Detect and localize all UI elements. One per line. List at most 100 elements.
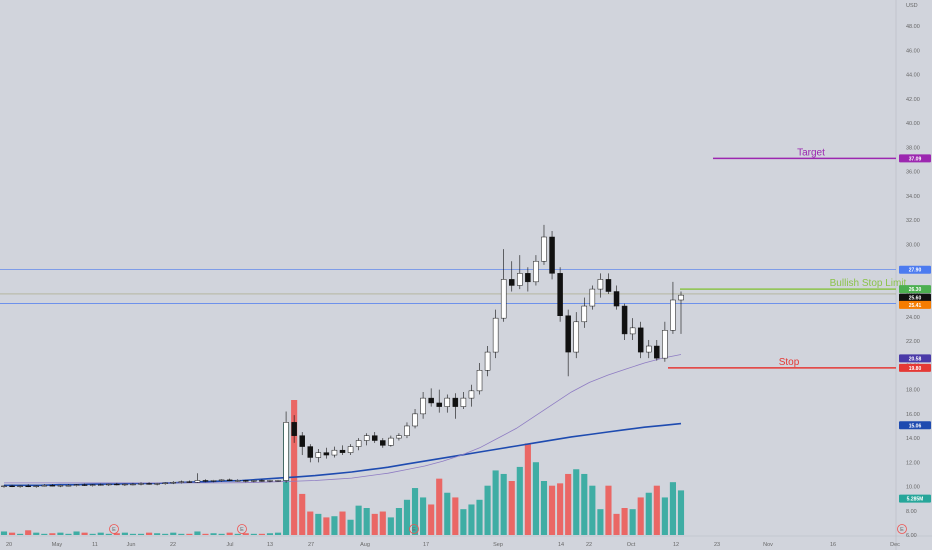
volume-bar [669,482,677,535]
volume-bar [33,532,40,535]
volume-bar [460,509,467,535]
candle-body [170,482,176,484]
candle-body [186,481,193,483]
candle-body [557,273,563,316]
candle-body [484,351,491,371]
volume-bar [540,481,548,535]
candle-body [73,484,80,486]
time-tick-label: 14 [558,542,564,548]
price-tick-label: 38.00 [906,145,920,151]
annotation-label[interactable]: Target [797,147,825,158]
candle-body [549,236,555,274]
time-tick-label: 13 [267,542,273,548]
volume-bar [661,497,668,535]
price-tag-label: 27.90 [909,268,922,274]
price-tag [899,300,931,309]
candle-body [307,446,314,458]
candle-body [525,273,531,283]
volume-bar [242,533,249,535]
candle-body [218,479,225,481]
candle-body [355,440,362,447]
candle-body [396,435,402,439]
candle-body [428,397,434,404]
candle-body [460,397,467,407]
candle-body [315,452,322,458]
volume-bar [516,466,523,535]
candle-body [243,480,249,482]
candle-body [565,315,571,353]
volume-bar [57,532,64,535]
volume-bar [557,483,564,535]
volume-bar [428,504,435,535]
volume-bar [484,485,491,535]
price-tick-label: 14.00 [906,436,920,442]
time-tick-label: Dec [890,542,900,548]
price-tick-label: 24.00 [906,315,920,321]
volume-bar [613,513,620,535]
earnings-marker-label: E [112,527,116,533]
time-tick-label: 22 [586,542,592,548]
time-tick-label: 23 [714,542,720,548]
volume-bar [258,533,265,535]
volume-bar [299,493,306,535]
volume-bar [307,511,314,535]
volume-bar [565,473,572,535]
candle-body [589,288,596,307]
volume-bar [629,509,636,535]
candle-body [162,482,168,484]
price-tag [899,421,931,430]
price-tick-label: 18.00 [906,388,920,394]
volume-bar [154,533,161,535]
candle-body [178,481,185,483]
time-tick-label: Aug [360,542,370,548]
candle-body [234,480,241,482]
volume-bar [589,485,596,535]
candle-body [275,480,281,482]
volume-bar [218,533,225,535]
time-tick-label: 20 [6,542,12,548]
volume-bar [250,533,257,535]
annotation-label[interactable]: Bullish Stop Limit [830,278,907,289]
price-tag-label: 15.06 [909,423,922,429]
volume-bar [524,443,531,535]
price-tick-label: 16.00 [906,412,920,418]
price-tag [899,265,931,274]
candle-body [444,397,451,407]
volume-bar [532,462,539,535]
candle-body [202,480,209,482]
moving-average-fast [4,354,682,484]
annotation-label[interactable]: Stop [779,357,800,368]
candle-body [581,305,588,323]
candle-body [517,273,523,286]
candle-body [299,435,305,447]
volume-bar [323,517,330,535]
earnings-marker-label: E [412,527,416,533]
volume-bar [73,531,80,535]
volume-bar [0,531,8,535]
price-tick-label: 46.00 [906,48,920,54]
time-tick-label: 11 [92,542,98,548]
volume-bar [387,517,394,535]
price-tag [899,494,931,503]
volume-bar [605,485,612,535]
candle-body [678,294,684,301]
volume-bar [226,532,233,535]
candle-body [226,479,233,481]
volume-bar [355,505,362,535]
volume-bar [49,533,56,535]
volume-bar [548,485,556,535]
candle-body [283,422,289,481]
candle-body [33,485,39,487]
candle-body [452,397,459,407]
volume-bar [266,533,274,535]
volume-bar [291,400,298,535]
price-tick-label: 36.00 [906,170,920,176]
volume-bar [41,533,48,535]
candle-body [597,279,604,290]
volume-bar [202,533,209,535]
volume-bar [97,532,104,535]
price-tick-label: 48.00 [906,24,920,30]
candle-body [637,327,644,353]
candle-body [339,449,346,453]
